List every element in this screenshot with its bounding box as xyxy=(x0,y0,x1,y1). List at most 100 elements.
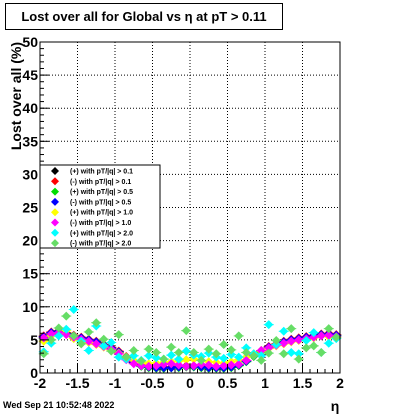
data-point xyxy=(219,340,229,350)
data-point xyxy=(331,332,341,342)
data-point xyxy=(61,324,71,334)
data-point xyxy=(219,361,229,371)
data-point xyxy=(279,338,289,348)
data-point xyxy=(324,324,334,334)
data-point xyxy=(189,347,199,357)
data-point xyxy=(166,342,176,352)
y-tick-label: 10 xyxy=(22,299,38,315)
data-point xyxy=(84,327,94,337)
data-point xyxy=(136,356,146,366)
x-axis-label: η xyxy=(331,398,340,414)
chart-title: Lost over all for Global vs η at pT > 0.… xyxy=(5,3,283,30)
data-point xyxy=(121,352,131,362)
data-point xyxy=(174,360,184,370)
data-point xyxy=(219,353,229,363)
data-point xyxy=(249,351,259,361)
data-point xyxy=(226,360,236,370)
data-point xyxy=(91,318,101,328)
data-point xyxy=(76,339,86,349)
data-point xyxy=(196,355,206,365)
data-point xyxy=(129,345,139,355)
data-point xyxy=(61,330,71,340)
data-point xyxy=(181,355,191,365)
x-tick-label: -2 xyxy=(34,375,47,391)
legend-label: (-) with pT/|q| > 0.1 xyxy=(70,179,131,186)
data-point xyxy=(294,354,304,364)
data-point xyxy=(234,331,244,341)
data-point xyxy=(316,347,326,357)
x-tick-label: -0.5 xyxy=(140,375,164,391)
data-point xyxy=(106,338,116,348)
x-tick-label: -1.5 xyxy=(65,375,89,391)
y-tick-label: 45 xyxy=(22,67,38,83)
data-point xyxy=(151,347,161,357)
data-point xyxy=(294,335,304,345)
tick-labels: -2 -1.5 -1 -0.5 0 0.5 1 1.5 20510152025303540455… xyxy=(22,34,344,391)
x-tick-label: 1.5 xyxy=(293,375,313,391)
legend-label: (+) with pT/|q| > 0.5 xyxy=(70,189,133,196)
data-point xyxy=(166,350,176,360)
legend-label: (-) with pT/|q| > 2.0 xyxy=(70,241,131,248)
y-tick-label: 5 xyxy=(30,332,38,348)
data-point xyxy=(234,359,244,369)
data-point xyxy=(309,328,319,338)
data-point xyxy=(301,336,311,346)
data-point xyxy=(256,351,266,361)
data-point xyxy=(84,345,94,355)
data-point xyxy=(264,343,274,353)
legend-label: (+) with pT/|q| > 1.0 xyxy=(70,210,133,217)
data-point xyxy=(204,360,214,370)
data-point xyxy=(91,339,101,349)
legend-marker xyxy=(51,187,59,196)
data-point xyxy=(54,331,64,341)
data-point xyxy=(129,359,139,369)
y-tick-label: 40 xyxy=(22,100,38,116)
series-6 xyxy=(38,304,342,365)
x-tick-label: 0.5 xyxy=(218,375,238,391)
x-tick-label: 0 xyxy=(186,375,194,391)
legend-label: (+) with pT/|q| > 0.1 xyxy=(70,169,133,176)
data-point xyxy=(46,335,56,345)
legend-marker xyxy=(51,197,59,206)
data-point xyxy=(189,361,199,371)
data-point xyxy=(61,311,71,321)
data-point xyxy=(129,351,139,361)
x-tick-label: 1 xyxy=(261,375,269,391)
data-point xyxy=(181,346,191,356)
legend-marker xyxy=(51,167,59,175)
legend-marker xyxy=(51,239,59,248)
data-point xyxy=(256,355,266,365)
legend-marker xyxy=(51,218,59,227)
data-point xyxy=(301,343,311,353)
data-point xyxy=(204,344,214,354)
y-tick-label: 30 xyxy=(22,166,38,182)
data-point xyxy=(69,331,79,341)
data-point xyxy=(256,345,266,355)
data-point xyxy=(226,345,236,355)
data-point xyxy=(136,361,146,371)
legend-label: (-) with pT/|q| > 0.5 xyxy=(70,199,131,206)
data-point xyxy=(324,330,334,340)
data-point xyxy=(264,320,274,330)
data-point xyxy=(241,355,251,365)
legend-marker xyxy=(51,228,59,237)
data-point xyxy=(159,354,169,364)
x-tick-label: -1 xyxy=(109,375,122,391)
data-point xyxy=(286,347,296,357)
timestamp: Wed Sep 21 10:52:48 2022 xyxy=(3,400,115,410)
y-tick-label: 50 xyxy=(22,34,38,50)
data-point xyxy=(46,329,56,339)
data-point xyxy=(286,336,296,346)
data-point xyxy=(99,334,109,344)
data-point xyxy=(99,341,109,351)
data-point xyxy=(166,359,176,369)
data-point xyxy=(151,361,161,371)
data-point xyxy=(144,361,154,371)
data-point xyxy=(316,331,326,341)
series-7 xyxy=(38,311,342,366)
data-point xyxy=(211,361,221,371)
data-point xyxy=(309,341,319,351)
data-point xyxy=(271,336,281,346)
y-tick-label: 35 xyxy=(22,133,38,149)
